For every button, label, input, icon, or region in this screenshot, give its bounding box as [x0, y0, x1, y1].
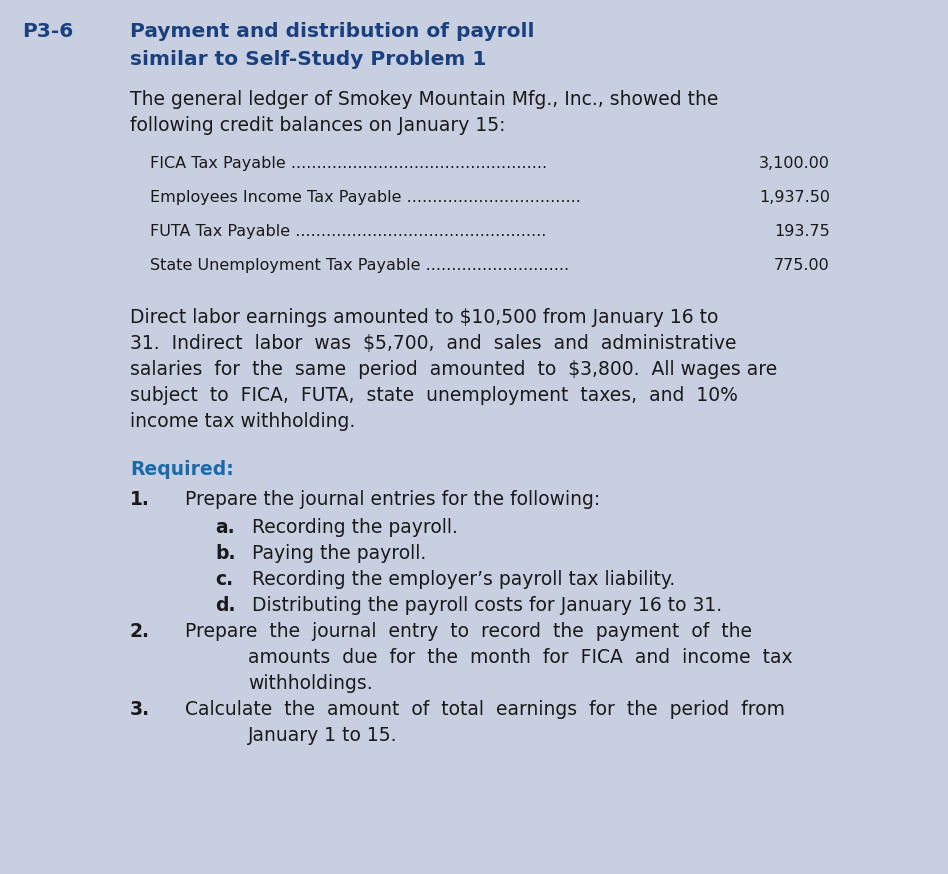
Text: State Unemployment Tax Payable ............................: State Unemployment Tax Payable .........…	[150, 258, 569, 273]
Text: Prepare the journal entries for the following:: Prepare the journal entries for the foll…	[185, 490, 600, 509]
Text: income tax withholding.: income tax withholding.	[130, 412, 356, 431]
Text: 775.00: 775.00	[775, 258, 830, 273]
Text: Calculate  the  amount  of  total  earnings  for  the  period  from: Calculate the amount of total earnings f…	[185, 700, 785, 719]
Text: Recording the employer’s payroll tax liability.: Recording the employer’s payroll tax lia…	[252, 570, 675, 589]
Text: The general ledger of Smokey Mountain Mfg., Inc., showed the: The general ledger of Smokey Mountain Mf…	[130, 90, 719, 109]
Text: similar to Self-Study Problem 1: similar to Self-Study Problem 1	[130, 50, 486, 69]
Text: salaries  for  the  same  period  amounted  to  $3,800.  All wages are: salaries for the same period amounted to…	[130, 360, 777, 379]
Text: c.: c.	[215, 570, 233, 589]
Text: subject  to  FICA,  FUTA,  state  unemployment  taxes,  and  10%: subject to FICA, FUTA, state unemploymen…	[130, 386, 738, 405]
Text: January 1 to 15.: January 1 to 15.	[248, 726, 397, 745]
Text: Paying the payroll.: Paying the payroll.	[252, 544, 427, 563]
Text: b.: b.	[215, 544, 235, 563]
Text: 3.: 3.	[130, 700, 150, 719]
Text: d.: d.	[215, 596, 235, 615]
Text: following credit balances on January 15:: following credit balances on January 15:	[130, 116, 505, 135]
Text: 3,100.00: 3,100.00	[759, 156, 830, 171]
Text: FUTA Tax Payable .................................................: FUTA Tax Payable .......................…	[150, 224, 546, 239]
Text: 31.  Indirect  labor  was  $5,700,  and  sales  and  administrative: 31. Indirect labor was $5,700, and sales…	[130, 334, 737, 353]
Text: 2.: 2.	[130, 622, 150, 641]
Text: Required:: Required:	[130, 460, 234, 479]
Text: FICA Tax Payable ..................................................: FICA Tax Payable .......................…	[150, 156, 547, 171]
Text: 1,937.50: 1,937.50	[759, 190, 830, 205]
Text: Employees Income Tax Payable ..................................: Employees Income Tax Payable ...........…	[150, 190, 581, 205]
Text: Distributing the payroll costs for January 16 to 31.: Distributing the payroll costs for Janua…	[252, 596, 722, 615]
Text: Prepare  the  journal  entry  to  record  the  payment  of  the: Prepare the journal entry to record the …	[185, 622, 752, 641]
Text: 193.75: 193.75	[775, 224, 830, 239]
Text: Payment and distribution of payroll: Payment and distribution of payroll	[130, 22, 535, 41]
Text: P3-6: P3-6	[22, 22, 73, 41]
Text: Direct labor earnings amounted to $10,500 from January 16 to: Direct labor earnings amounted to $10,50…	[130, 308, 719, 327]
Text: a.: a.	[215, 518, 234, 537]
Text: amounts  due  for  the  month  for  FICA  and  income  tax: amounts due for the month for FICA and i…	[248, 648, 793, 667]
Text: withholdings.: withholdings.	[248, 674, 373, 693]
Text: Recording the payroll.: Recording the payroll.	[252, 518, 458, 537]
Text: 1.: 1.	[130, 490, 150, 509]
